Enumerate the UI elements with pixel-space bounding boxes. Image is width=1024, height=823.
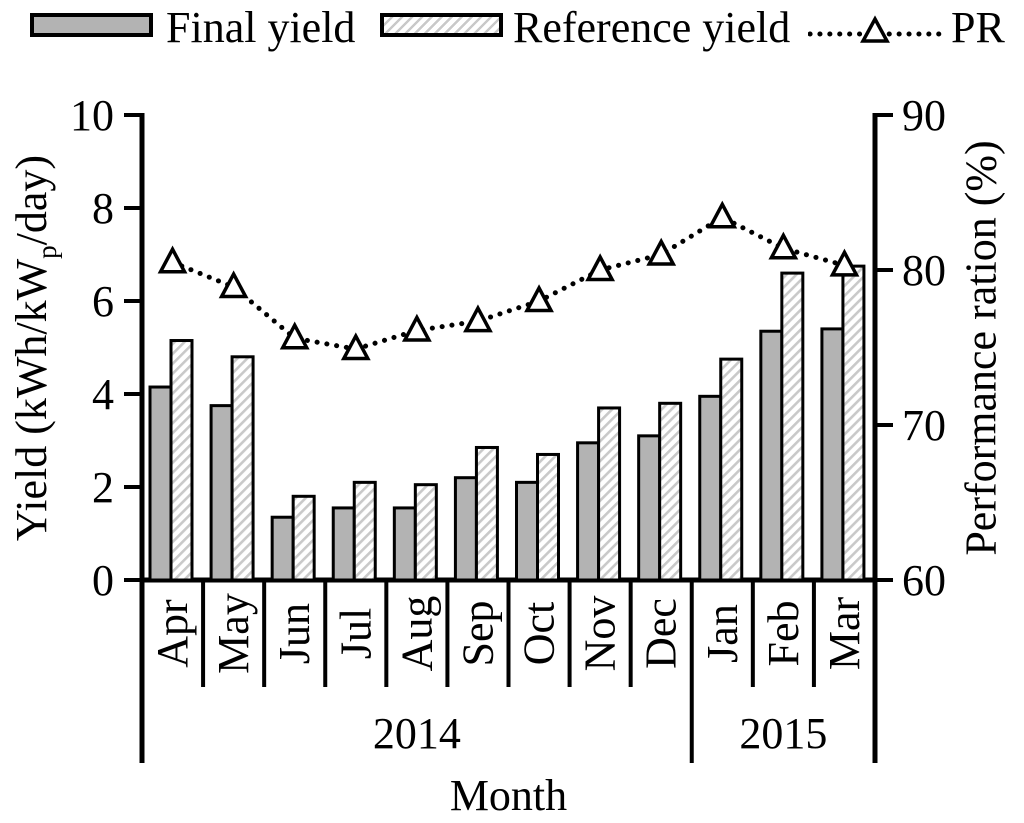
pr-line <box>170 214 847 352</box>
legend-label-reference-yield: Reference yield <box>513 3 791 52</box>
x-axis-title: Month <box>450 771 567 820</box>
x-tick-label: Jan <box>698 604 747 663</box>
reference-yield-bar <box>413 483 438 582</box>
final-yield-bar <box>331 506 356 582</box>
x-tick-label: May <box>209 593 258 674</box>
x-tick-label: Jun <box>270 603 319 664</box>
reference-yield-bar <box>536 452 560 582</box>
x-tick-label: Oct <box>515 602 564 666</box>
x-tick-label: Nov <box>576 596 625 672</box>
pr-marker <box>829 248 860 277</box>
reference-yield-bar <box>169 339 194 582</box>
x-tick-label: Mar <box>820 597 869 671</box>
final-yield-bar <box>515 480 539 582</box>
reference-yield-bar <box>658 401 683 582</box>
y-axis-left-tick-label: 0 <box>92 556 114 605</box>
pr-marker <box>463 304 493 333</box>
pr-marker <box>646 237 677 266</box>
pr-marker <box>218 270 249 299</box>
final-yield-bar <box>453 476 478 582</box>
legend-swatch-reference-yield <box>380 13 503 37</box>
x-tick-label: Aug <box>392 596 441 672</box>
x-tick-label: Jul <box>331 608 380 659</box>
reference-yield-bar <box>597 406 622 582</box>
reference-yield-bar <box>474 445 499 582</box>
final-yield-bar <box>148 385 173 582</box>
legend-pr-line-marker-icon <box>808 15 942 43</box>
final-yield-bar <box>698 394 723 582</box>
legend-label-final-yield: Final yield <box>166 3 356 52</box>
final-yield-bar <box>270 515 295 582</box>
final-yield-bar <box>637 434 662 582</box>
legend-swatch-final-yield <box>30 13 153 37</box>
y-axis-left-tick-label: 8 <box>92 184 114 233</box>
x-tick-label: Dec <box>637 598 686 669</box>
final-yield-bar <box>392 506 417 582</box>
y-axis-right-tick-label: 90 <box>902 91 946 140</box>
reference-yield-bar <box>780 271 805 582</box>
y-axis-right-tick-label: 80 <box>902 246 946 295</box>
x-tick-label: Feb <box>759 601 808 667</box>
final-yield-bar <box>759 329 784 582</box>
reference-yield-bar <box>291 494 316 582</box>
y-axis-left-tick-label: 6 <box>92 277 114 326</box>
y-axis-right-tick-label: 70 <box>902 401 946 450</box>
y-axis-left-tick-label: 2 <box>92 463 114 512</box>
pr-marker <box>401 313 432 342</box>
pr-marker <box>279 321 310 350</box>
y-axis-left-tick-label: 10 <box>70 91 114 140</box>
year-label: 2015 <box>739 709 827 758</box>
x-tick-label: Apr <box>148 599 197 668</box>
year-label: 2014 <box>373 709 461 758</box>
final-yield-bar <box>576 441 601 582</box>
pr-marker <box>768 231 799 260</box>
pr-marker <box>707 200 738 229</box>
x-tick-label: Sep <box>453 601 502 667</box>
final-yield-bar <box>209 404 234 582</box>
y-axis-right-tick-label: 60 <box>902 556 946 605</box>
legend-label-pr: PR <box>951 3 1005 52</box>
reference-yield-bar <box>719 357 744 582</box>
reference-yield-bar <box>841 264 866 582</box>
pr-marker <box>524 284 554 313</box>
pr-marker <box>585 253 616 282</box>
legend-pr-triangle-icon <box>860 15 890 43</box>
reference-yield-bar <box>352 480 377 582</box>
reference-yield-bar <box>230 355 255 582</box>
pr-marker <box>340 332 371 361</box>
y-axis-left-tick-label: 4 <box>92 370 114 419</box>
pr-marker <box>157 245 188 274</box>
final-yield-bar <box>820 327 845 582</box>
